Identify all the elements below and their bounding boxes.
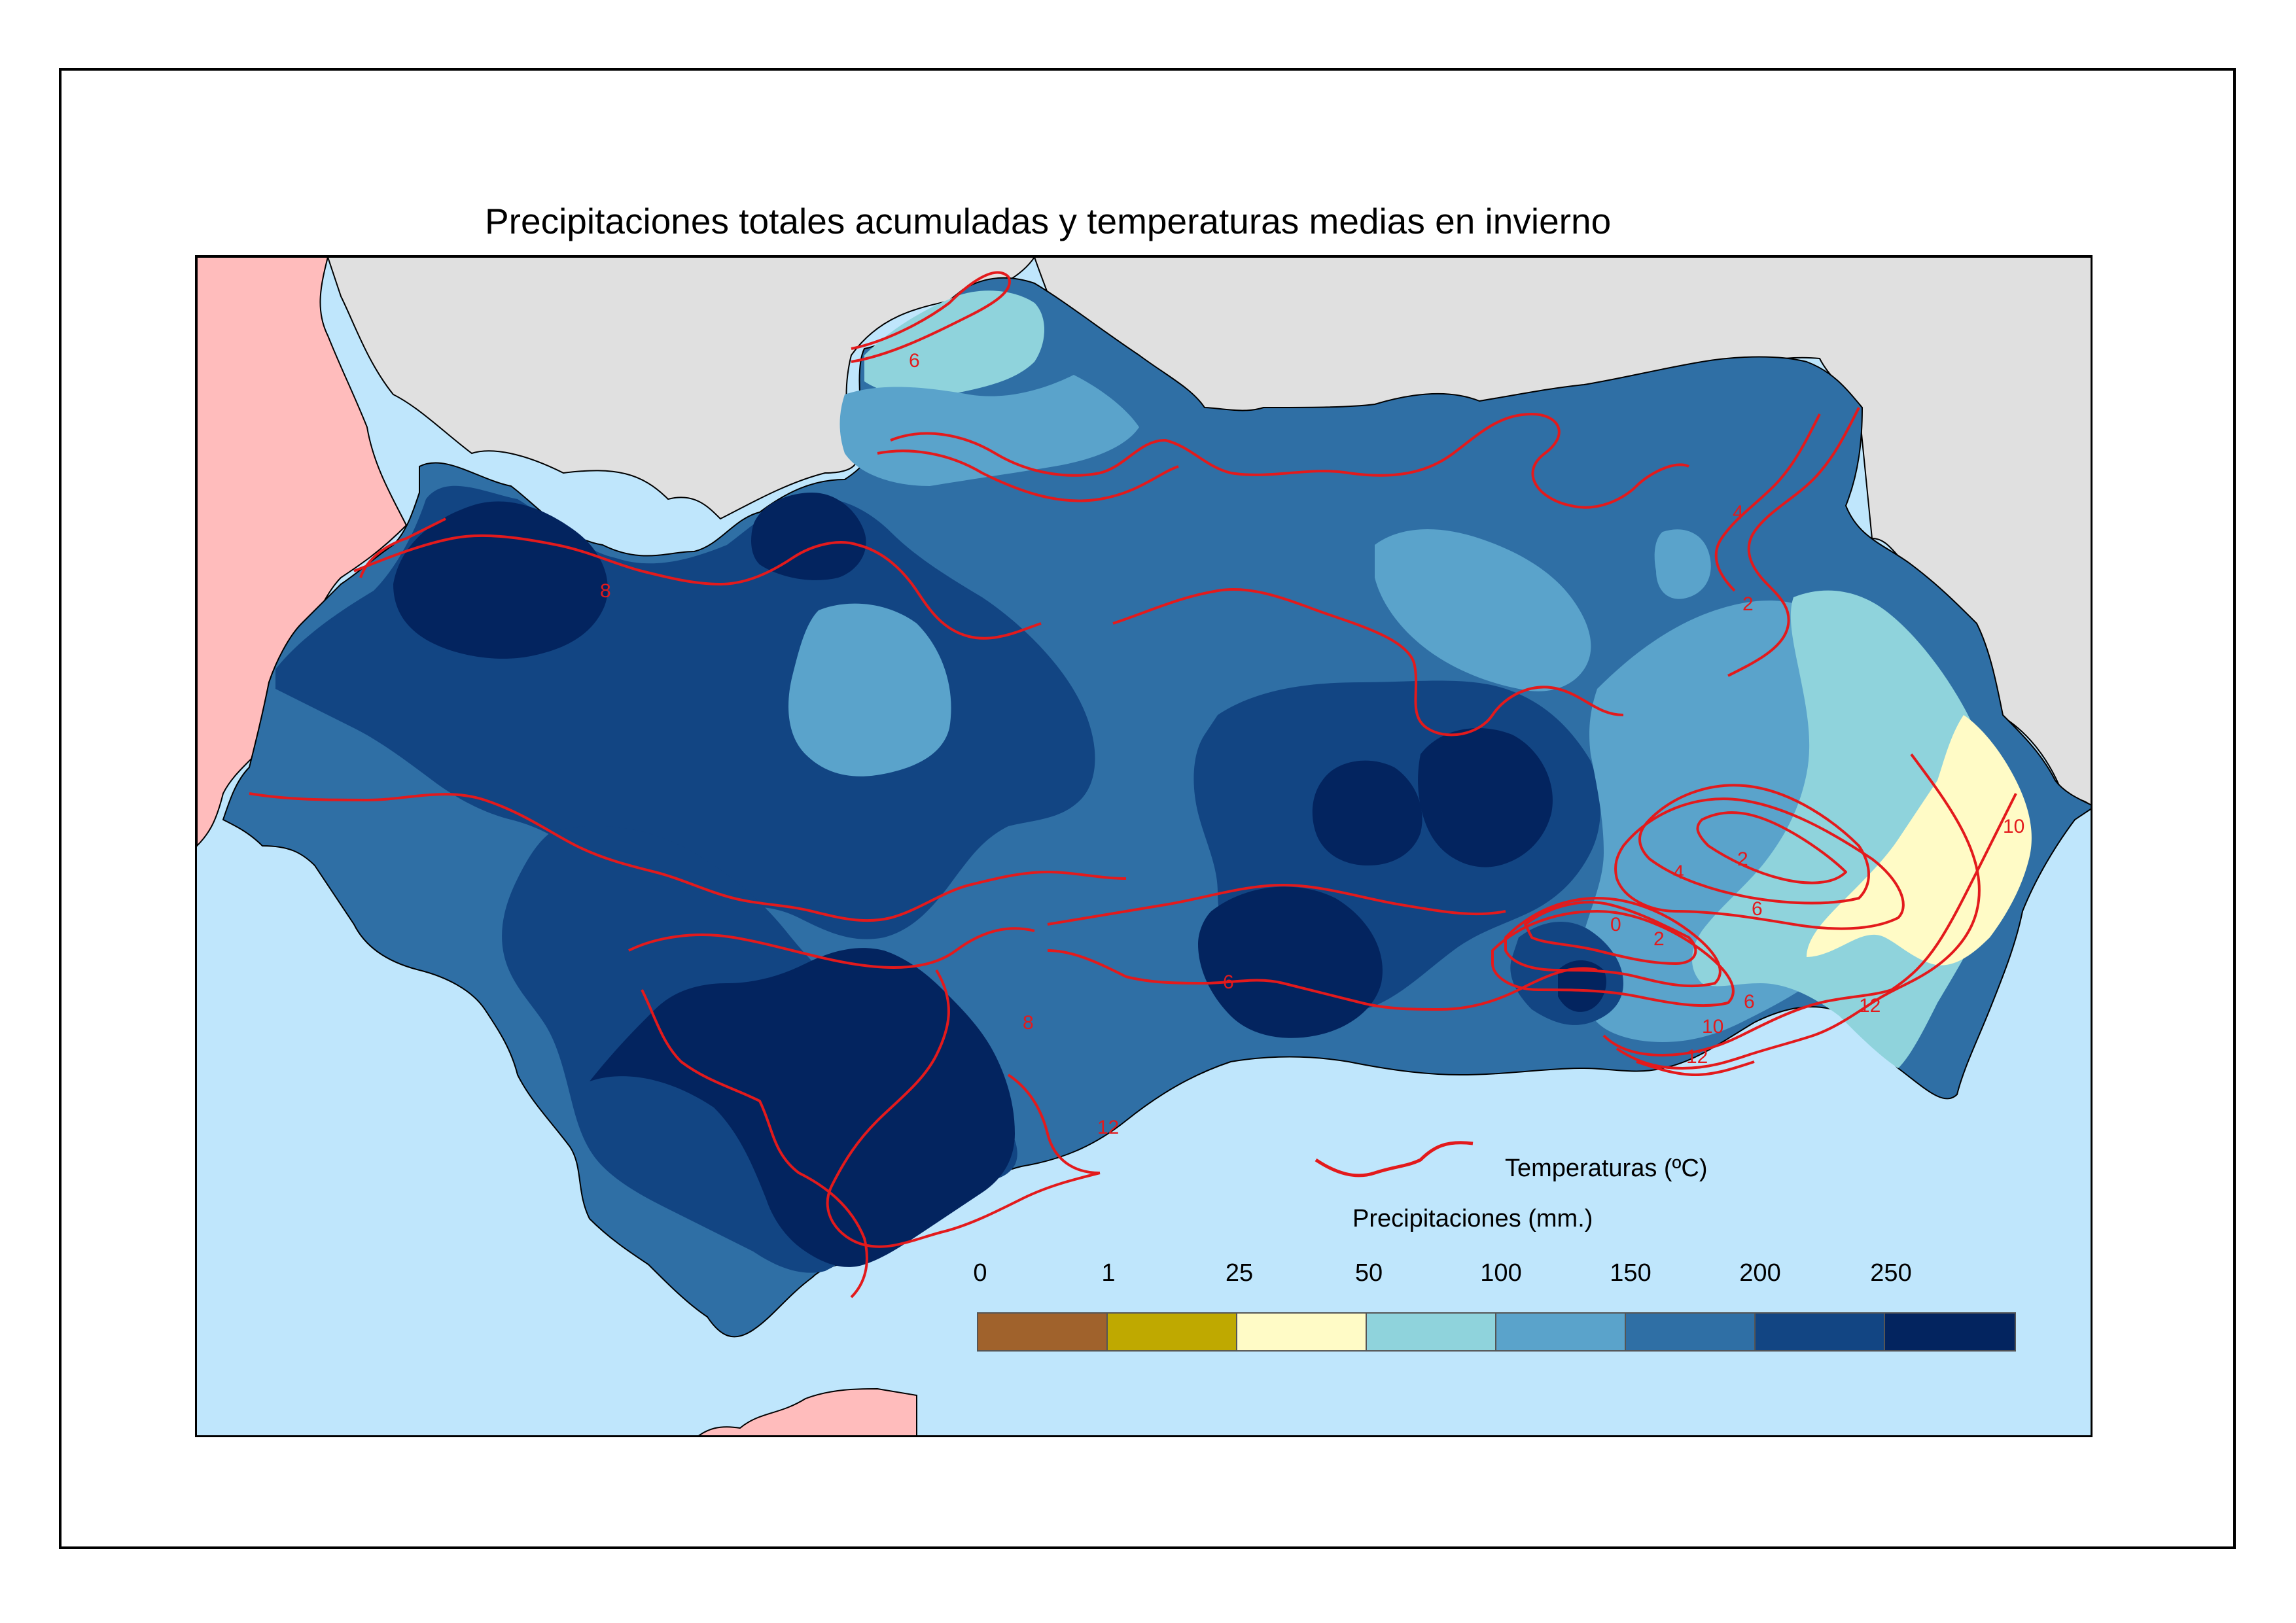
precipitation-ticks: 0 1 25 50 100 150 200 250 (0, 1259, 2296, 1292)
temperature-legend-label: Temperaturas (ºC) (1505, 1155, 1708, 1182)
precip-tick: 200 (1739, 1259, 1781, 1287)
map-title: Precipitaciones totales acumuladas y tem… (485, 201, 1612, 241)
isotherm-6-south-east (1614, 797, 1905, 930)
isotherm-12-coast (1636, 1060, 1755, 1076)
isotherm-12-east (1602, 793, 2017, 1056)
precip-swatch-200-250 (1756, 1314, 1885, 1350)
isotherm-south-center (826, 969, 1101, 1248)
isotherm-label: 2 (1653, 928, 1665, 950)
precip-tick: 50 (1354, 1259, 1383, 1287)
isotherm-central-south (1047, 884, 1506, 926)
isotherm-label: 12 (1859, 995, 1881, 1017)
isotherm-2-east (1714, 413, 1821, 592)
precip-zone-250-north-center (751, 493, 866, 580)
isotherm-label: 10 (1702, 1016, 1723, 1038)
isotherm-label: 6 (1744, 991, 1755, 1013)
isotherm-label: 6 (1223, 971, 1234, 993)
precip-zone-50-100-east (1807, 715, 2032, 966)
isotherm-label: 8 (600, 580, 611, 602)
portugal-region (197, 257, 408, 847)
precip-swatch-100-150 (1496, 1314, 1626, 1350)
precip-tick: 250 (1870, 1259, 1912, 1287)
isotherm-label: 10 (2003, 816, 2024, 837)
isotherm-label: 12 (1686, 1046, 1708, 1068)
isotherm-2-south-east (1696, 811, 1847, 884)
precip-zone-250-south-center (1198, 886, 1383, 1038)
precip-zone-250-east-center-1 (1312, 760, 1422, 865)
isotherm-south-west (641, 989, 868, 1299)
precip-zone-250-east-center-2 (1418, 728, 1553, 867)
isotherm-8-west (353, 534, 1042, 640)
precipitation-legend-title: Precipitaciones (mm.) (1352, 1205, 1593, 1232)
isotherm-label: 0 (1610, 914, 1621, 935)
isotherm-north-1 (890, 413, 1689, 509)
precip-swatch-25-50 (1237, 1314, 1367, 1350)
precip-zone-150-200-north (839, 375, 1139, 486)
isotherm-0-cluster-1 (1524, 901, 1697, 965)
isotherm-6-north (851, 271, 1011, 363)
isotherm-0-cluster-2 (1504, 897, 1722, 988)
map-panel: 6 8 4 2 2 4 6 0 2 6 6 10 12 12 12 10 8 (195, 255, 2093, 1437)
africa-region (698, 1387, 917, 1435)
precip-tick: 100 (1480, 1259, 1522, 1287)
isotherm-label: 6 (909, 350, 920, 372)
isotherm-central-north (1112, 588, 1624, 737)
precip-swatch-0-1 (978, 1314, 1108, 1350)
isotherm-west-coast (249, 792, 1127, 922)
precip-swatch-1-25 (1108, 1314, 1237, 1350)
precip-tick: 1 (1101, 1259, 1116, 1287)
isotherm-label: 4 (1673, 862, 1684, 883)
isotherm-label: 6 (1752, 898, 1763, 920)
isotherm-north-2 (877, 449, 1179, 502)
isotherm-6-central (1047, 949, 1598, 1011)
isotherm-0-cluster-3 (1491, 910, 1735, 1007)
isotherm-labels: 6 8 4 2 2 4 6 0 2 6 6 10 12 12 12 10 8 (600, 350, 2024, 1138)
precip-zone-150-200-north-east (1375, 529, 1591, 691)
precip-zone-150-200-central (788, 603, 951, 777)
isotherm-4-south-east (1638, 784, 1870, 905)
isotherms (249, 271, 2017, 1299)
precip-tick: 0 (973, 1259, 987, 1287)
precip-swatch-50-100 (1367, 1314, 1496, 1350)
map-svg: 6 8 4 2 2 4 6 0 2 6 6 10 12 12 12 10 8 (197, 257, 2091, 1435)
isotherm-label: 2 (1737, 848, 1748, 870)
precip-zone-150-200-north-east-2 (1654, 529, 1711, 599)
outer-frame (59, 68, 2236, 1549)
precip-zone-250-south (590, 948, 1015, 1267)
precip-tick: 25 (1225, 1259, 1254, 1287)
isotherm-label: 8 (1023, 1012, 1034, 1034)
isotherm-south-inland (628, 927, 1035, 969)
isotherm-4-east (1727, 407, 1860, 677)
precip-tick: 150 (1610, 1259, 1651, 1287)
isotherm-label: 4 (1733, 502, 1744, 523)
precip-zone-100-150-north (864, 290, 1044, 397)
precip-swatch-150-200 (1626, 1314, 1756, 1350)
temperature-legend-line (1315, 1141, 1474, 1178)
isotherm-label: 12 (1097, 1117, 1119, 1138)
isotherm-10-east (1616, 753, 1981, 1070)
precip-swatch-250-plus (1885, 1314, 2015, 1350)
precipitation-color-bar (977, 1312, 2016, 1352)
isotherm-label: 2 (1742, 593, 1754, 615)
isotherm-12-south (1007, 1073, 1101, 1174)
isotherm-8-west-north (359, 517, 446, 578)
precip-zone-250-south-east (1558, 960, 1606, 1012)
